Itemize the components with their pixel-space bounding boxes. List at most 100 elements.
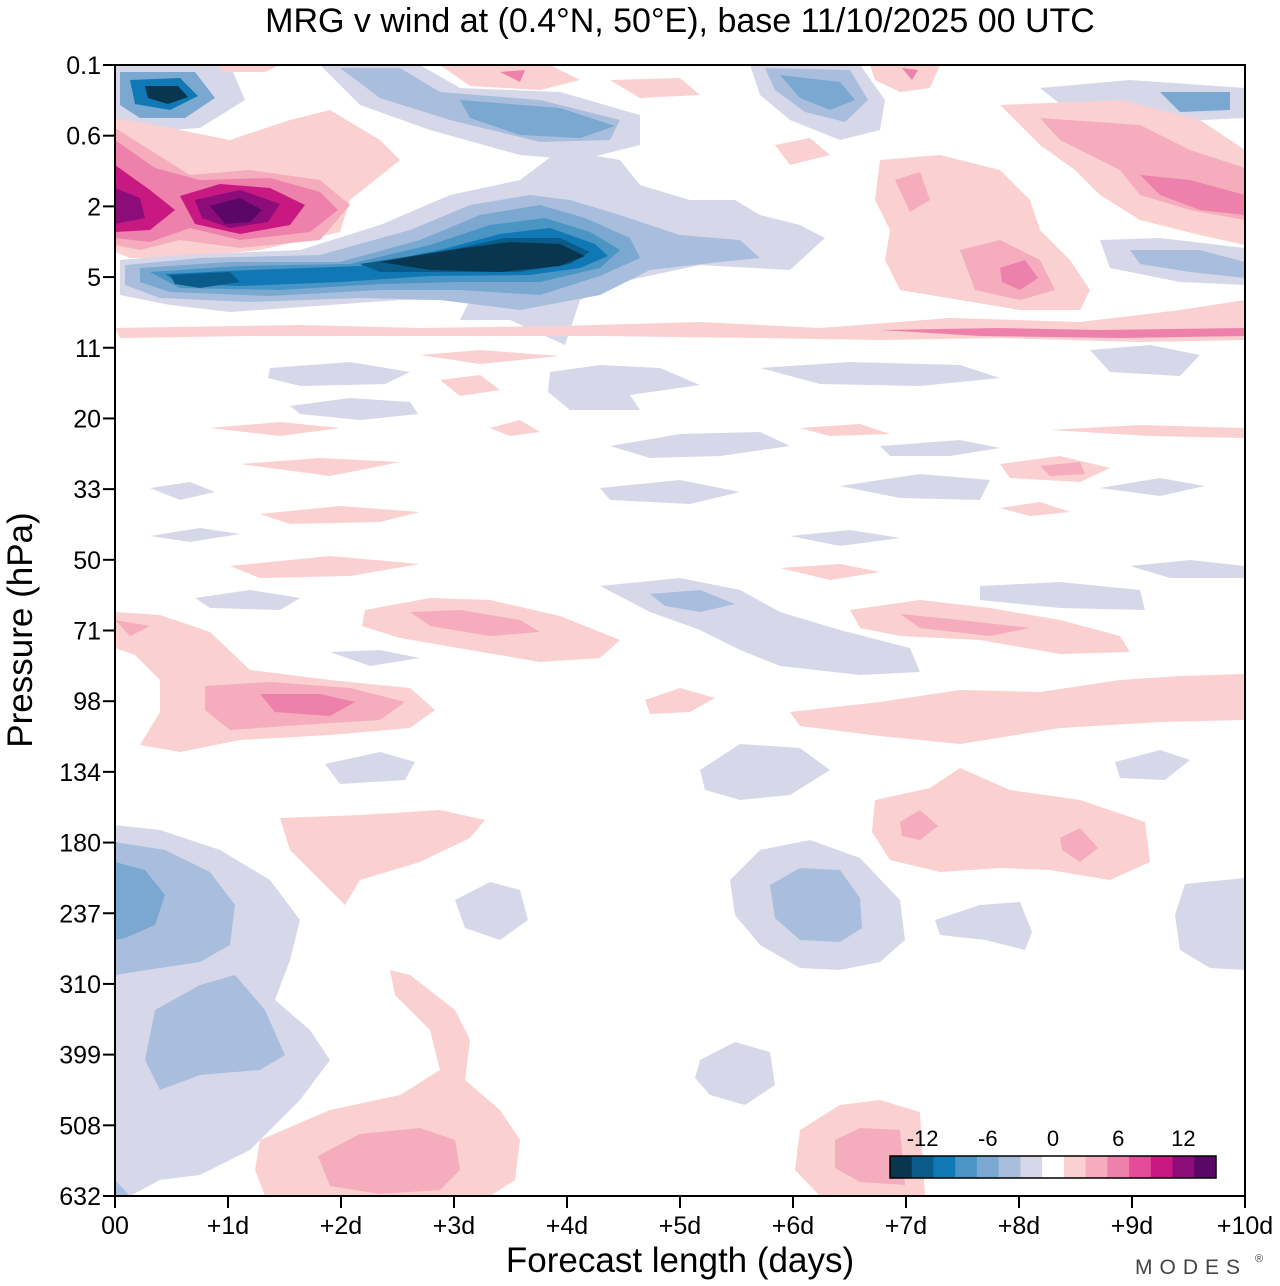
colorbar-swatch xyxy=(890,1156,913,1178)
x-axis: 00 +1d +2d +3d +4d +5d +6d +7d +8d +9d +10d xyxy=(101,1196,1273,1240)
contour-pos-70-right-2 xyxy=(900,614,1030,636)
x-tick-label: +10d xyxy=(1217,1212,1273,1240)
x-tick-label: +5d xyxy=(659,1212,701,1240)
x-tick-label: +7d xyxy=(885,1212,927,1240)
contour-neg-237-right-2 xyxy=(770,868,862,942)
contour-neg-134-3 xyxy=(1115,750,1190,780)
contour-pos-left-8 xyxy=(115,188,145,224)
registered-mark: ® xyxy=(1255,1253,1263,1265)
watermark: MODES xyxy=(1135,1256,1247,1279)
contour-neg-mid-9 xyxy=(600,480,740,504)
contour-neg-mid-14 xyxy=(1130,560,1245,578)
y-tick-label: 20 xyxy=(73,405,101,433)
contour-pos-mid-1 xyxy=(420,350,560,364)
colorbar-swatch xyxy=(1020,1156,1043,1178)
x-tick-label: +6d xyxy=(772,1212,814,1240)
contour-pos-mid-3 xyxy=(210,422,340,436)
contour-pos-strip-11b xyxy=(880,328,1245,338)
y-tick-label: 71 xyxy=(73,618,101,646)
contour-neg-134-1 xyxy=(325,752,415,784)
y-tick-label: 180 xyxy=(59,830,101,858)
contour-neg-mid-8 xyxy=(150,482,215,500)
contour-pos-70-mid-2 xyxy=(410,610,540,636)
colorbar-swatch xyxy=(1107,1156,1130,1178)
contour-pos-right-7 xyxy=(895,172,930,212)
contour-pos-top-1 xyxy=(215,65,280,72)
contour-neg-134-2 xyxy=(700,744,830,800)
x-tick-label: +2d xyxy=(320,1212,362,1240)
contour-pos-left-7 xyxy=(210,198,262,224)
contour-pos-bottom-mid-2 xyxy=(318,1128,460,1194)
contour-pos-180-right-3 xyxy=(1060,828,1098,862)
x-tick-label: +9d xyxy=(1111,1212,1153,1240)
contour-pos-mid-2 xyxy=(440,375,500,396)
y-tick-label: 0.1 xyxy=(66,52,101,80)
contour-pos-98-small xyxy=(645,688,715,714)
contour-pos-bottom-mid-1 xyxy=(255,970,520,1196)
y-tick-label: 2 xyxy=(87,193,101,221)
contour-pos-mid-11 xyxy=(230,556,420,578)
contour-pos-bottom-right-2 xyxy=(835,1128,905,1185)
y-tick-label: 134 xyxy=(59,759,101,787)
colorbar-swatch xyxy=(1194,1156,1217,1178)
contour-pos-180-right-2 xyxy=(900,810,938,840)
contour-pos-top-2 xyxy=(440,65,580,90)
colorbar-swatch xyxy=(976,1156,1000,1178)
contour-neg-mid-4 xyxy=(290,398,418,420)
contour-pos-top-4 xyxy=(610,78,700,98)
contour-neg-mid-11 xyxy=(1100,478,1205,496)
y-axis: 0.1 0.6 2 5 11 20 33 50 71 98 134 180 237 310 399 508 63… xyxy=(59,52,115,1211)
contour-neg-237-far-right xyxy=(1175,878,1245,970)
contour-pos-98-right xyxy=(790,674,1245,744)
contour-neg-far-right-2 xyxy=(1160,92,1230,112)
contour-neg-lower-left-3 xyxy=(115,862,165,940)
contour-pos-top-5 xyxy=(870,65,940,92)
y-axis-label: Pressure (hPa) xyxy=(1,512,40,747)
contour-pos-top-6 xyxy=(902,68,918,80)
colorbar-tick-label: 6 xyxy=(1112,1126,1124,1151)
y-tick-label: 11 xyxy=(75,335,101,363)
colorbar-swatch xyxy=(955,1156,978,1178)
contour-neg-main-8 xyxy=(170,272,240,288)
contour-pos-mid-10 xyxy=(1000,502,1070,516)
contour-pos-right-6 xyxy=(1000,260,1038,290)
colorbar-swatch xyxy=(933,1156,956,1178)
colorbar-tick-label: -12 xyxy=(907,1126,939,1151)
x-tick-label: 00 xyxy=(101,1212,129,1240)
contour-neg-70-small xyxy=(330,650,420,666)
chart-title: MRG v wind at (0.4°N, 50°E), base 11/10/… xyxy=(265,2,1095,40)
contour-neg-70-band-2 xyxy=(650,590,735,612)
colorbar-swatch xyxy=(1085,1156,1108,1178)
y-tick-label: 0.6 xyxy=(66,123,101,151)
colorbar-tick-label: 0 xyxy=(1047,1126,1059,1151)
contour-pos-top-3 xyxy=(500,70,525,82)
contour-neg-237-right-3 xyxy=(935,902,1032,950)
contour-pos-mid-6 xyxy=(1050,425,1245,438)
contour-neg-top-left-4 xyxy=(145,86,188,104)
contour-neg-lower-left-4 xyxy=(145,975,285,1090)
colorbar-swatch xyxy=(1129,1156,1152,1178)
y-tick-label: 632 xyxy=(59,1183,101,1211)
contour-neg-mid-3 xyxy=(760,362,1000,386)
contour-neg-237-mid xyxy=(455,882,528,940)
contour-neg-mid-15 xyxy=(195,590,300,610)
contour-pos-right-3 xyxy=(1140,175,1245,215)
contour-neg-far-right-1 xyxy=(1040,80,1245,122)
y-tick-label: 50 xyxy=(73,547,101,575)
colorbar-frame xyxy=(889,1155,1217,1179)
colorbar-swatch xyxy=(998,1156,1021,1178)
colorbar: -12 -6 0 6 12 xyxy=(889,1126,1217,1179)
contour-neg-upper-right-3 xyxy=(780,75,855,110)
contour-pos-mid-12 xyxy=(780,564,880,580)
colorbar-tick-label: 12 xyxy=(1171,1126,1195,1151)
y-tick-label: 33 xyxy=(73,476,101,504)
x-axis-label: Forecast length (days) xyxy=(506,1241,854,1280)
contour-neg-mid-6 xyxy=(610,432,790,458)
contour-neg-mid-2 xyxy=(548,365,700,410)
contour-neg-mid-5 xyxy=(1090,345,1200,376)
contour-pos-mid-7 xyxy=(240,458,400,476)
y-tick-label: 98 xyxy=(73,688,101,716)
y-tick-label: 310 xyxy=(59,971,101,999)
contour-neg-upper-band-3 xyxy=(460,100,615,138)
